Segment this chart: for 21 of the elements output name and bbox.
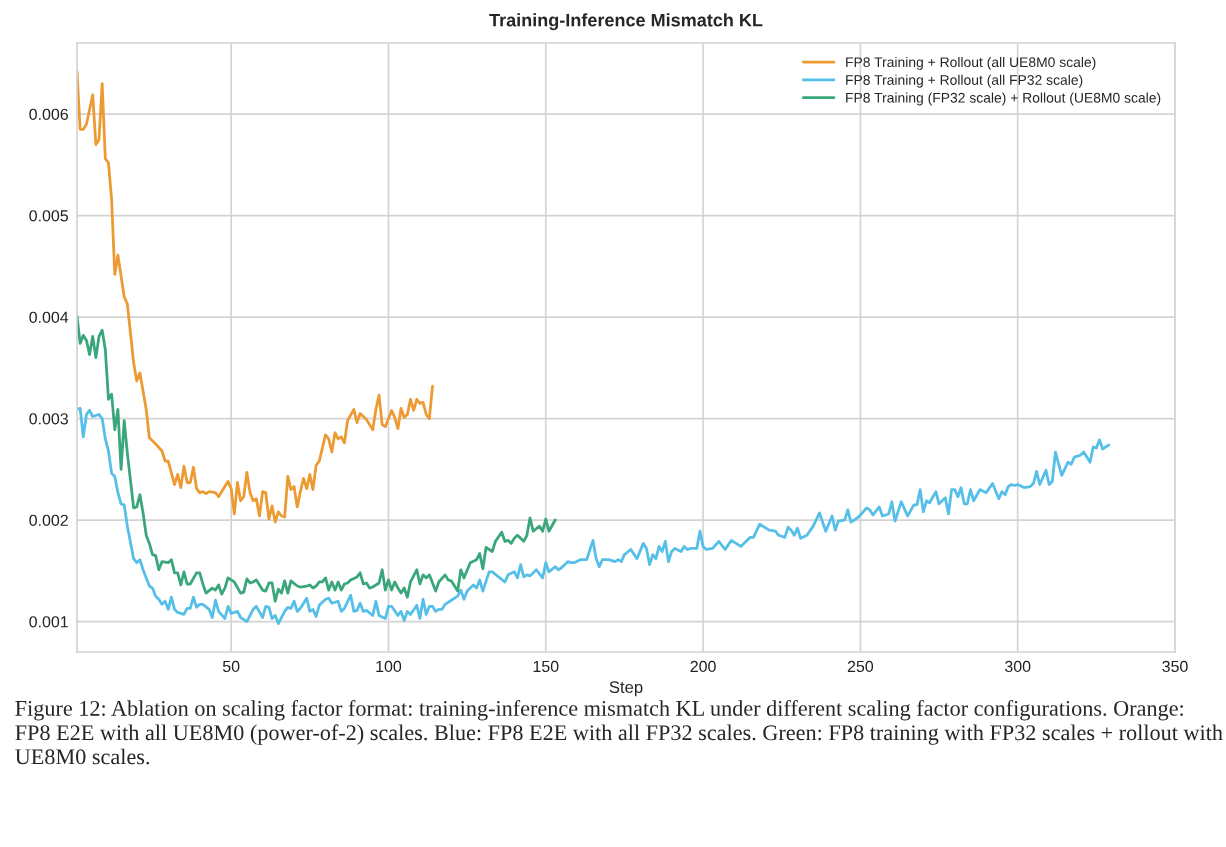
x-tick-label: 150 — [533, 660, 559, 673]
x-axis-title: Step — [609, 681, 643, 697]
legend-label: FP8 Training + Rollout (all FP32 scale) — [846, 74, 1083, 88]
y-tick-label: 0.006 — [29, 108, 68, 120]
x-tick-label: 350 — [1162, 660, 1188, 673]
x-tick-label: 200 — [690, 660, 716, 673]
line-series — [77, 314, 557, 603]
chart-title: Training-Inference Mismatch KL — [489, 13, 763, 31]
x-tick-label: 50 — [222, 660, 240, 673]
y-tick-label: 0.002 — [29, 514, 68, 526]
y-tick-label: 0.004 — [29, 311, 69, 323]
x-tick-label: 100 — [376, 660, 402, 673]
legend-label: FP8 Training (FP32 scale) + Rollout (UE8M0 scale) — [846, 92, 1161, 106]
y-tick-label: 0.005 — [29, 210, 68, 222]
caption: Figure 12: Ablation on scaling factor format: training-inference mismatch KL under different scaling factor configurations. Orange: FP8 E2E with all UE8M0 (power-of-2) scales. Blue: FP8 E2E with all FP32 scales. Green: FP8 training with FP32 scales + rollout with UE8M0 scales. — [15, 700, 1223, 765]
x-tick-label: 250 — [847, 660, 874, 673]
legend-label: FP8 Training + Rollout (all UE8M0 scale) — [846, 56, 1096, 70]
x-tick-label: 300 — [1004, 660, 1031, 673]
line-series — [77, 407, 1111, 625]
y-tick-label: 0.001 — [29, 616, 68, 628]
y-tick-label: 0.003 — [29, 413, 68, 425]
